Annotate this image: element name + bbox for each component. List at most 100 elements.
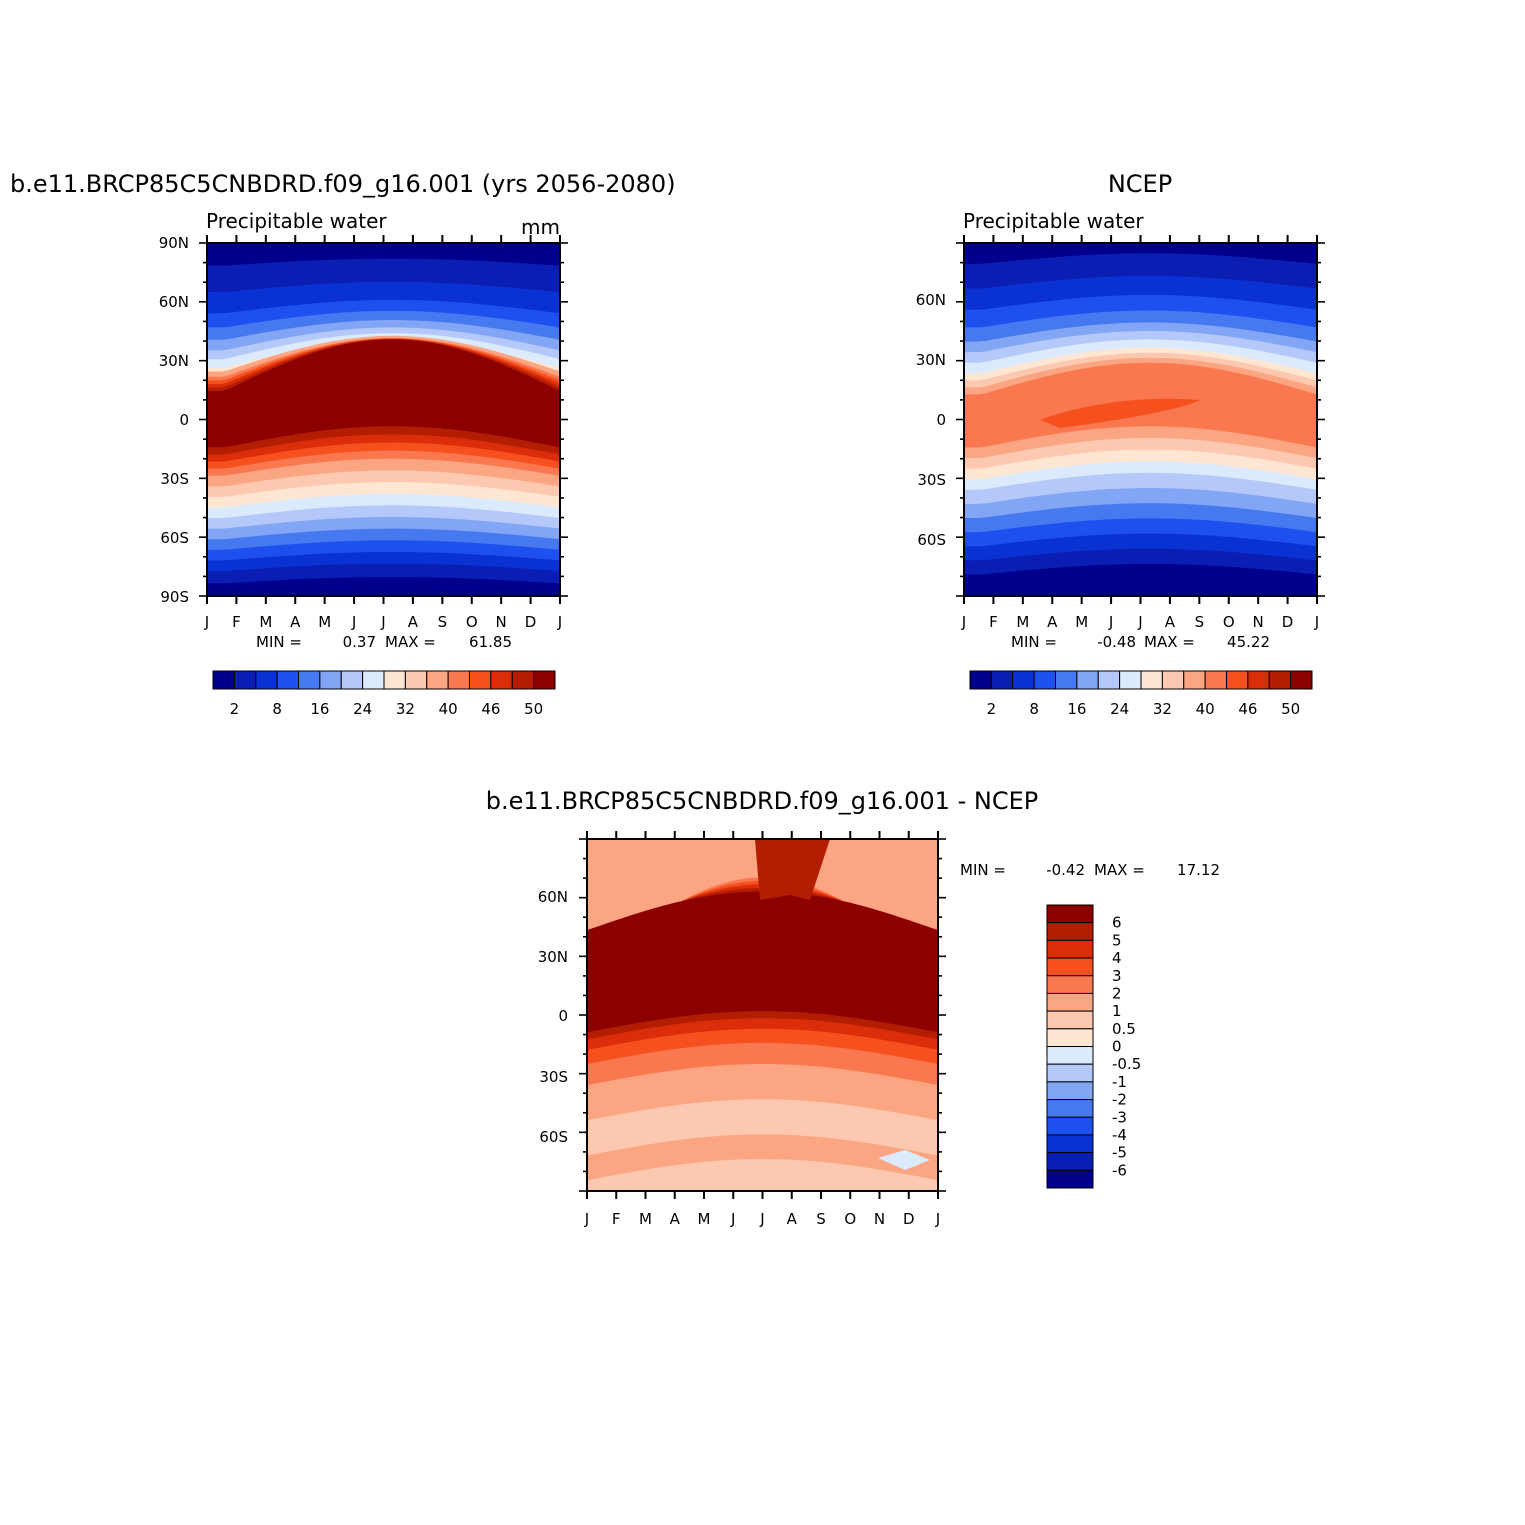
- panel-ncep: NCEP Precipitable water 60N 30N 0 30S 60…: [916, 170, 1325, 718]
- xlab1-month: J: [204, 613, 209, 631]
- xlab1-month: O: [466, 613, 478, 631]
- bands3-blue-patch: [878, 1150, 930, 1170]
- xlab2-month: S: [1195, 613, 1205, 631]
- xlab3-month: M: [639, 1210, 652, 1228]
- cbar2-label: 8: [1029, 700, 1039, 718]
- xlab3-month: M: [698, 1210, 711, 1228]
- panel1-ylabel-30s: 30S: [160, 470, 189, 488]
- panel3-ticks: [579, 831, 946, 1199]
- panel2-y-labels: 60N 30N 0 30S 60S: [916, 291, 946, 549]
- xlab2-month: J: [1137, 613, 1142, 631]
- panel2-ylabel-30n: 30N: [916, 351, 946, 369]
- panel1-colorbar: 2 8 16 24 32 40 46 50: [212, 670, 556, 718]
- panel3-contour-field: [587, 839, 938, 1191]
- cbar3-label: 4: [1112, 949, 1122, 967]
- cbar2-label: 40: [1196, 700, 1215, 718]
- panel3-min-label: MIN =: [960, 861, 1006, 879]
- cbar3-swatch: [1046, 1152, 1094, 1171]
- panel1-y-labels: 90N 60N 30N 0 30S 60S 90S: [159, 234, 189, 606]
- cbar3-swatch: [1046, 1046, 1094, 1065]
- bands1-band-30: [207, 577, 560, 596]
- xlab3-month: J: [730, 1210, 735, 1228]
- cbar2-label: 46: [1238, 700, 1257, 718]
- panel1-contour-field: [207, 243, 560, 596]
- cbar1-swatch: [533, 670, 556, 690]
- cbar2-label: 24: [1110, 700, 1129, 718]
- cbar2-label: 16: [1067, 700, 1086, 718]
- xlab2-month: O: [1223, 613, 1235, 631]
- panel2-ylabel-60s: 60S: [917, 531, 946, 549]
- cbar3-label: 1: [1112, 1002, 1122, 1020]
- cbar1-swatch: [426, 670, 449, 690]
- cbar3-swatch: [1046, 922, 1094, 941]
- xlab3-month: N: [874, 1210, 885, 1228]
- panel3-ylabel-30n: 30N: [538, 948, 568, 966]
- cbar3-label: 5: [1112, 931, 1122, 949]
- panel1-ylabel-60n: 60N: [159, 293, 189, 311]
- cbar3-label: 3: [1112, 967, 1122, 985]
- cbar1-swatch: [383, 670, 406, 690]
- xlab3-month: D: [903, 1210, 915, 1228]
- panel3-ylabel-60n: 60N: [538, 888, 568, 906]
- xlab2-month: N: [1253, 613, 1264, 631]
- cbar2-label: 2: [987, 700, 997, 718]
- panel2-colorbar: 2 8 16 24 32 40 46 50: [969, 670, 1313, 718]
- panel2-title: NCEP: [1108, 170, 1172, 198]
- cbar1-label: 46: [481, 700, 500, 718]
- cbar3-label: 6: [1112, 914, 1122, 932]
- xlab2-month: A: [1047, 613, 1058, 631]
- cbar3-label: -1: [1112, 1073, 1127, 1091]
- xlab1-month: M: [259, 613, 272, 631]
- xlab3-month: J: [584, 1210, 589, 1228]
- panel1-min-label: MIN =: [256, 633, 302, 651]
- cbar3-label: 2: [1112, 984, 1122, 1002]
- panel3-ylabel-60s: 60S: [539, 1128, 568, 1146]
- cbar3-swatch: [1046, 1134, 1094, 1154]
- cbar1-swatch: [469, 670, 492, 690]
- panel1-ylabel-90n: 90N: [159, 234, 189, 252]
- xlab1-month: J: [380, 613, 385, 631]
- xlab2-month: J: [1108, 613, 1113, 631]
- cbar3-swatch: [1046, 975, 1094, 994]
- cbar3-swatch: [1046, 1063, 1094, 1083]
- cbar2-swatch: [969, 670, 992, 690]
- cbar2-swatch: [1268, 670, 1292, 690]
- panel2-ylabel-30s: 30S: [917, 471, 946, 489]
- panel2-max-value: 45.22: [1227, 633, 1270, 651]
- cbar1-swatch: [255, 670, 278, 690]
- cbar2-swatch: [1247, 670, 1270, 690]
- panel2-max-label: MAX =: [1144, 633, 1195, 651]
- cbar1-swatch: [511, 670, 535, 690]
- cbar1-swatch: [319, 670, 342, 690]
- cbar2-swatch: [1119, 670, 1142, 690]
- cbar3-swatch: [1046, 957, 1094, 977]
- panel3-y-labels: 60N 30N 0 30S 60S: [538, 888, 568, 1146]
- cbar3-label: -6: [1112, 1161, 1127, 1179]
- xlab2-month: J: [961, 613, 966, 631]
- xlab2-month: D: [1282, 613, 1294, 631]
- panel3-title: b.e11.BRCP85C5CNBDRD.f09_g16.001 - NCEP: [486, 787, 1038, 815]
- xlab3-month: O: [844, 1210, 856, 1228]
- panel3-min-value: -0.42: [1046, 861, 1085, 879]
- cbar2-swatch: [1012, 670, 1035, 690]
- xlab2-month: J: [1314, 613, 1319, 631]
- cbar3-label: -5: [1112, 1144, 1127, 1162]
- cbar1-swatch: [404, 670, 428, 690]
- xlab3-month: A: [787, 1210, 798, 1228]
- cbar2-swatch: [1290, 670, 1313, 690]
- xlab3-month: S: [816, 1210, 826, 1228]
- panel2-ticks: [956, 235, 1325, 604]
- cbar1-swatch: [447, 670, 470, 690]
- panel-model: b.e11.BRCP85C5CNBDRD.f09_g16.001 (yrs 20…: [10, 170, 676, 718]
- panel3-ylabel-0: 0: [558, 1007, 568, 1025]
- cbar3-label: 0.5: [1112, 1020, 1136, 1038]
- panel2-subtitle: Precipitable water: [963, 209, 1144, 233]
- bands2-band-22: [964, 563, 1317, 596]
- panel3-max-value: 17.12: [1177, 861, 1220, 879]
- xlab1-month: A: [408, 613, 419, 631]
- cbar1-swatch: [233, 670, 257, 690]
- cbar3-swatch: [1046, 1010, 1094, 1030]
- panel3-max-label: MAX =: [1094, 861, 1145, 879]
- cbar2-label: 50: [1281, 700, 1300, 718]
